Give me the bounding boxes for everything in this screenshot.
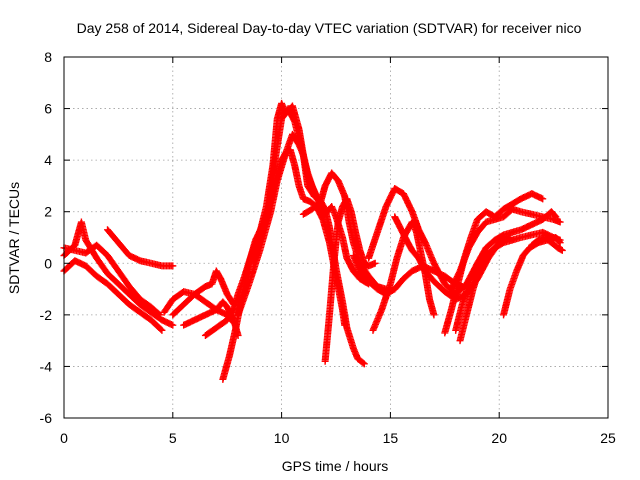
y-tick-label: 4	[44, 152, 52, 168]
data-point	[156, 311, 164, 319]
y-tick-label: -4	[40, 358, 53, 374]
series-track-3	[60, 257, 166, 334]
y-tick-label: 2	[44, 204, 52, 220]
data-point	[558, 246, 566, 254]
data-point	[371, 259, 379, 267]
y-tick-label: 8	[44, 49, 52, 65]
data-point	[555, 238, 563, 246]
data-point	[360, 360, 368, 368]
data-point	[157, 325, 165, 333]
series-track-20	[452, 208, 560, 334]
x-tick-label: 15	[383, 430, 399, 446]
chart-title: Day 258 of 2014, Sidereal Day-to-day VTE…	[77, 20, 582, 36]
x-axis-label: GPS time / hours	[282, 458, 389, 474]
data-point	[158, 326, 166, 334]
data-point	[539, 195, 547, 203]
data-point	[551, 212, 559, 220]
series-track-21	[456, 228, 564, 345]
data-points	[60, 99, 566, 383]
series-track-16	[369, 218, 438, 334]
y-tick-label: 6	[44, 101, 52, 117]
x-tick-label: 20	[491, 430, 507, 446]
data-point	[312, 192, 320, 200]
data-point	[556, 218, 564, 226]
data-point	[341, 321, 349, 329]
x-tick-label: 25	[600, 430, 616, 446]
data-point	[155, 310, 163, 318]
series-track-11	[249, 105, 320, 267]
series-track-4	[104, 226, 177, 270]
tick-labels: 0 5 10 15 20 25 -6 -4 -2 0 2 4 6 8	[40, 49, 616, 446]
plot-frame	[63, 56, 609, 419]
data-point	[169, 321, 177, 329]
series-track-23	[528, 234, 566, 254]
data-point	[552, 213, 560, 221]
y-tick-label: -6	[40, 410, 53, 426]
series-track-19	[447, 205, 564, 293]
y-axis-label: SDTVAR / TECUs	[6, 182, 22, 294]
y-tick-label: 0	[44, 255, 52, 271]
axis-ticks	[63, 56, 609, 419]
y-tick-label: -2	[40, 307, 53, 323]
data-point	[556, 239, 564, 247]
data-point	[169, 262, 177, 270]
x-tick-label: 0	[60, 430, 68, 446]
x-tick-label: 5	[169, 430, 177, 446]
data-point	[359, 359, 367, 367]
series-track-6	[169, 267, 238, 319]
series-track-13	[321, 195, 379, 365]
x-tick-label: 10	[274, 430, 290, 446]
data-point	[430, 311, 438, 319]
